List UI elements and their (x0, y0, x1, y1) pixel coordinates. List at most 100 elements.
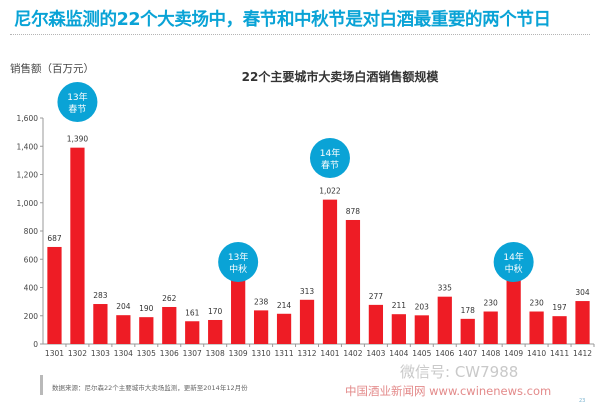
x-tick-label: 1407 (458, 349, 477, 358)
y-axis-label: 销售额（百万元） (10, 62, 94, 75)
x-tick-label: 1303 (91, 349, 110, 358)
bar (345, 219, 361, 344)
bar (368, 304, 384, 344)
data-label: 230 (529, 299, 544, 308)
bar (253, 310, 269, 344)
holiday-callout-name: 中秋 (505, 263, 523, 275)
wechat-watermark: 微信号: CW7988 (400, 363, 519, 381)
bar (299, 299, 315, 344)
bar (322, 199, 338, 344)
data-label: 211 (392, 301, 407, 310)
data-label: 204 (116, 302, 131, 311)
bar (414, 315, 429, 344)
holiday-callout-year: 14年 (503, 251, 523, 263)
x-tick-label: 1302 (68, 349, 87, 358)
y-tick-label: 1,400 (17, 142, 39, 151)
bar (116, 315, 131, 344)
data-label: 203 (415, 302, 430, 311)
bar (70, 147, 85, 344)
data-label: 238 (254, 297, 269, 306)
data-label: 190 (139, 304, 154, 313)
x-tick-label: 1409 (504, 349, 523, 358)
x-tick-label: 1305 (137, 349, 156, 358)
bar (185, 321, 200, 344)
holiday-callout-year: 13年 (67, 91, 87, 103)
data-label: 230 (484, 299, 499, 308)
data-label: 283 (93, 291, 108, 300)
data-label: 214 (277, 301, 292, 310)
data-label: 335 (438, 284, 453, 293)
data-label: 1,022 (319, 187, 341, 196)
x-tick-label: 1308 (206, 349, 225, 358)
x-tick-label: 1310 (252, 349, 271, 358)
y-tick-label: 1,200 (17, 171, 39, 180)
data-label: 878 (346, 207, 361, 216)
holiday-callout-circle (309, 138, 350, 178)
holiday-callout-year: 13年 (228, 251, 248, 263)
bar (460, 318, 475, 344)
page-number: 23 (579, 398, 586, 404)
data-label: 262 (162, 294, 177, 303)
bar (276, 313, 292, 344)
site-watermark: 中国酒业新闻网 www.cwinenews.com (345, 384, 552, 398)
bar (552, 316, 567, 344)
y-tick-label: 800 (24, 227, 39, 236)
bar (529, 311, 544, 344)
x-tick-label: 1408 (481, 349, 500, 358)
y-tick-label: 1,000 (17, 199, 39, 208)
source-note: 数据来源：尼尔森22个主要城市大卖场监测，更新至2014年12月份 (52, 384, 248, 392)
holiday-callout-name: 春节 (68, 103, 86, 115)
bar (483, 311, 498, 344)
holiday-callout-circle (218, 242, 259, 282)
data-label: 161 (185, 308, 200, 317)
y-tick-label: 600 (24, 255, 39, 264)
bar (575, 301, 590, 344)
data-label: 304 (575, 288, 590, 297)
bar (162, 306, 177, 344)
footer-accent-bar (40, 375, 43, 395)
data-label: 277 (369, 292, 384, 301)
x-tick-label: 1404 (389, 349, 408, 358)
bar (93, 304, 108, 344)
holiday-callout-year: 14年 (320, 147, 340, 159)
bar (231, 262, 246, 344)
data-label: 170 (208, 307, 223, 316)
chart-title: 22个主要城市大卖场白酒销售额规模 (242, 69, 440, 84)
x-tick-label: 1309 (229, 349, 248, 358)
x-tick-label: 1307 (183, 349, 202, 358)
holiday-callout-name: 春节 (321, 159, 339, 171)
x-tick-label: 1403 (366, 349, 385, 358)
x-tick-label: 1401 (320, 349, 339, 358)
holiday-callout-circle (493, 242, 534, 282)
y-tick-label: 400 (24, 284, 39, 293)
data-label: 1,390 (67, 135, 89, 144)
data-label: 687 (47, 234, 62, 243)
plot-area: 0 200 400 600 800 1,000 1,200 1,400 1,600 687 1301… (17, 82, 595, 358)
x-tick-label: 1410 (527, 349, 546, 358)
x-tick-label: 1402 (343, 349, 362, 358)
data-label: 313 (300, 287, 315, 296)
x-tick-label: 1405 (412, 349, 431, 358)
bar (208, 319, 223, 344)
y-tick-label: 1,600 (17, 114, 39, 123)
x-tick-label: 1301 (45, 349, 64, 358)
data-label: 178 (461, 306, 476, 315)
x-tick-label: 1312 (297, 349, 316, 358)
holiday-callout-circle (57, 82, 98, 122)
sales-bar-chart: 22个主要城市大卖场白酒销售额规模 销售额（百万元） 0 200 400 600 800… (10, 62, 595, 358)
data-label: 197 (552, 303, 567, 312)
page-headline: 尼尔森监测的22个大卖场中，春节和中秋节是对白酒最重要的两个节日 (14, 10, 551, 30)
x-tick-label: 1306 (160, 349, 179, 358)
bar (391, 314, 406, 344)
bar (437, 296, 452, 344)
x-tick-label: 1304 (114, 349, 133, 358)
holiday-callout-name: 中秋 (229, 263, 247, 275)
x-tick-label: 1406 (435, 349, 454, 358)
bar (506, 263, 521, 344)
bar (47, 246, 62, 344)
x-tick-label: 1311 (275, 349, 294, 358)
x-tick-label: 1412 (573, 349, 592, 358)
y-tick-label: 200 (24, 312, 39, 321)
x-tick-label: 1411 (550, 349, 569, 358)
y-tick-label: 0 (33, 340, 38, 349)
